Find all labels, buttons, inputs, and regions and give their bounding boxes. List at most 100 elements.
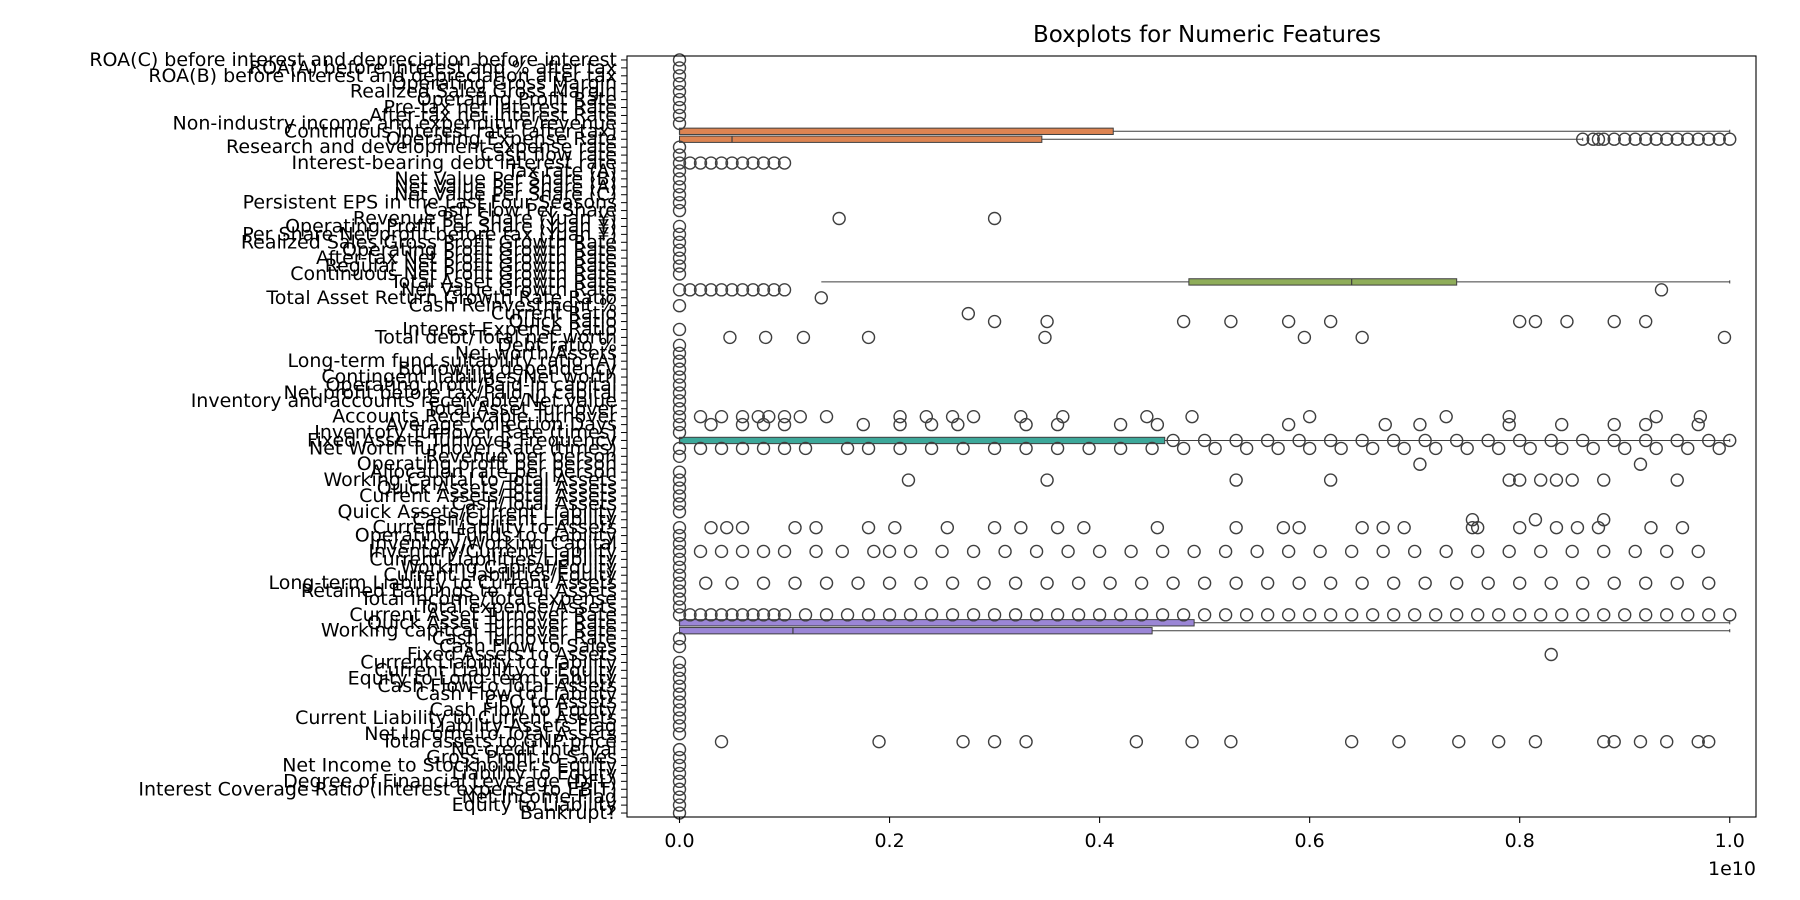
outlier-point (1675, 520, 1690, 535)
outlier-point (1407, 608, 1422, 622)
outlier-point (1670, 473, 1684, 487)
category-label: Tax rate (A) (506, 160, 617, 182)
outlier-point (1717, 330, 1732, 345)
outlier-point (1302, 409, 1317, 424)
outlier-point (1549, 473, 1564, 487)
outlier-point (725, 608, 739, 622)
outlier-point (672, 687, 687, 701)
outlier-point (840, 441, 855, 456)
outlier-point (788, 520, 802, 535)
outlier-point (672, 219, 687, 234)
outlier-point (704, 156, 718, 170)
outlier-point (1555, 441, 1569, 456)
outlier-point (1633, 457, 1648, 471)
outlier-point (720, 520, 734, 535)
category-label: Interest-bearing debt interest rate (291, 152, 617, 174)
outlier-point (1185, 734, 1199, 749)
outlier-point (714, 544, 729, 559)
outlier-point (1029, 608, 1044, 622)
outlier-point (1355, 520, 1369, 535)
outlier-point (704, 417, 718, 432)
category-label: Fixed Assets Turnover Frequency (307, 429, 617, 451)
outlier-point (672, 766, 687, 781)
outlier-point (672, 608, 687, 622)
outlier-point (693, 409, 708, 424)
outlier-point (672, 695, 687, 709)
outlier-point (1040, 576, 1054, 590)
outlier-point (672, 568, 687, 582)
outlier-point (672, 203, 687, 218)
outlier-point (903, 544, 918, 559)
category-label: Total expense/Assets (417, 596, 617, 618)
outlier-point (1691, 417, 1705, 432)
outlier-point (1365, 441, 1380, 456)
outlier-point (1591, 132, 1606, 146)
outlier-point (693, 544, 708, 559)
outlier-point (1050, 520, 1065, 535)
outlier-point (1197, 576, 1212, 590)
outlier-point (746, 283, 760, 297)
outlier-point (1644, 520, 1658, 535)
x-tick-label: 0.0 (664, 830, 694, 852)
category-label: Operating profit/Paid-in capital (325, 374, 617, 396)
outlier-point (856, 417, 871, 432)
category-label: Operating Profit Rate (417, 89, 617, 111)
outlier-point (1038, 330, 1052, 345)
outlier-point (835, 544, 849, 559)
outlier-point (693, 608, 708, 622)
category-label: Cash Reinvestment % (409, 295, 617, 317)
outlier-point (1150, 417, 1165, 432)
category-label: Borrowing dependency (398, 358, 617, 380)
category-label: Total Asset Growth Rate (389, 271, 617, 293)
outlier-point (672, 77, 687, 91)
outlier-point (1691, 544, 1705, 559)
outlier-point (1544, 576, 1558, 590)
outlier-point (1197, 608, 1212, 622)
outlier-point (809, 544, 823, 559)
outlier-point (756, 156, 771, 170)
category-label: Revenue Per Share (Yuan ¥) (353, 208, 617, 230)
outlier-point (1681, 132, 1695, 146)
outlier-point (672, 195, 687, 210)
outlier-point (1185, 409, 1199, 424)
outlier-point (987, 441, 1002, 456)
outlier-point (1534, 608, 1548, 622)
outlier-point (1323, 314, 1338, 329)
category-label: Working Capital/Equity (400, 556, 617, 578)
category-label: Total Asset Return Growth Rate Ratio (265, 287, 617, 309)
outlier-point (798, 608, 813, 622)
outlier-point (672, 378, 687, 392)
outlier-point (1040, 473, 1054, 487)
outlier-point (1365, 608, 1380, 622)
outlier-point (1449, 576, 1464, 590)
outlier-point (672, 742, 687, 757)
outlier-point (672, 584, 687, 598)
category-label: Cash Flow to Equity (430, 699, 618, 721)
outlier-point (1145, 441, 1159, 456)
outlier-point (1218, 608, 1233, 622)
outlier-point (832, 211, 846, 226)
outlier-point (672, 528, 687, 543)
outlier-point (1534, 473, 1548, 487)
outlier-point (1607, 417, 1621, 432)
outlier-point (987, 520, 1002, 535)
outlier-point (1491, 608, 1506, 622)
outlier-point (1344, 734, 1359, 749)
outlier-point (924, 441, 939, 456)
outlier-point (1140, 409, 1154, 424)
outlier-point (672, 520, 687, 535)
outlier-point (935, 544, 949, 559)
outlier-point (1654, 283, 1669, 297)
outlier-point (1281, 544, 1296, 559)
category-label: Pre-tax net Interest Rate (384, 97, 617, 119)
outlier-point (788, 576, 802, 590)
outlier-point (672, 386, 687, 400)
category-label: Operating Profit Growth Rate (342, 239, 617, 261)
category-label: Operating Gross Margin (391, 73, 617, 95)
outlier-point (956, 441, 970, 456)
outlier-point (1628, 544, 1642, 559)
outlier-point (672, 536, 687, 551)
outlier-point (672, 663, 687, 678)
outlier-point (672, 576, 687, 590)
